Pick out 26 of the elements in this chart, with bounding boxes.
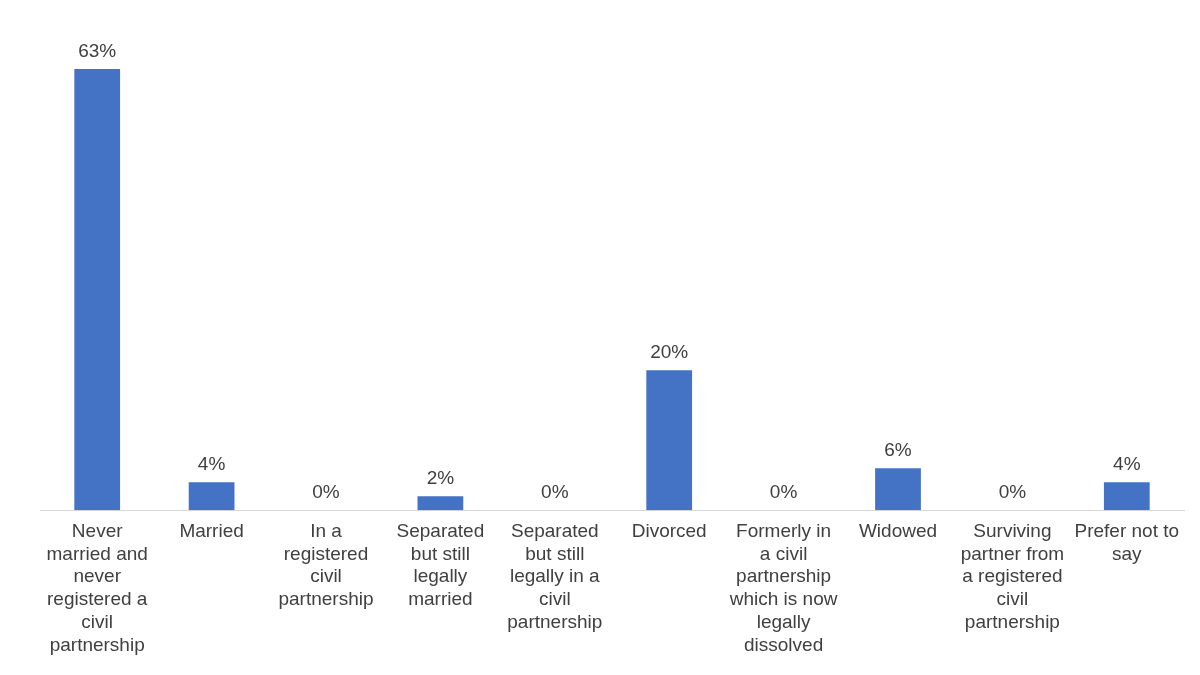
bar: [74, 69, 121, 511]
bar: [417, 496, 464, 511]
x-tick-label: Prefer not to say: [1074, 519, 1180, 564]
data-label: 63%: [78, 39, 117, 61]
data-label: 0%: [998, 480, 1027, 502]
x-tick-label: Surviving partner from a registered civil partnership: [960, 519, 1065, 633]
data-label: 20%: [650, 340, 689, 362]
x-tick-label: Formerly in a civil partnership which is now legally dissolved: [728, 519, 838, 655]
bar: [646, 370, 693, 511]
data-label: 6%: [884, 438, 912, 460]
x-tick-label: Widowed: [858, 519, 938, 541]
x-tick-label: Separated but still legally in a civil partnership: [507, 519, 603, 633]
data-label: 0%: [541, 480, 569, 502]
bar: [1103, 482, 1150, 511]
data-label: 0%: [769, 480, 798, 502]
data-label: 4%: [1113, 452, 1141, 474]
data-label: 4%: [197, 452, 226, 474]
bar: [188, 482, 235, 511]
x-tick-label: In a registered civil partnership: [278, 519, 374, 610]
data-label: 2%: [426, 466, 455, 488]
x-tick-label: Separated but still legally married: [396, 519, 485, 610]
x-tick-label: Married: [179, 519, 244, 541]
x-tick-label: Never married and never registered a civil partnership: [46, 519, 148, 655]
x-tick-label: Divorced: [631, 519, 707, 541]
bar: [875, 468, 921, 511]
data-label: 0%: [312, 480, 340, 502]
